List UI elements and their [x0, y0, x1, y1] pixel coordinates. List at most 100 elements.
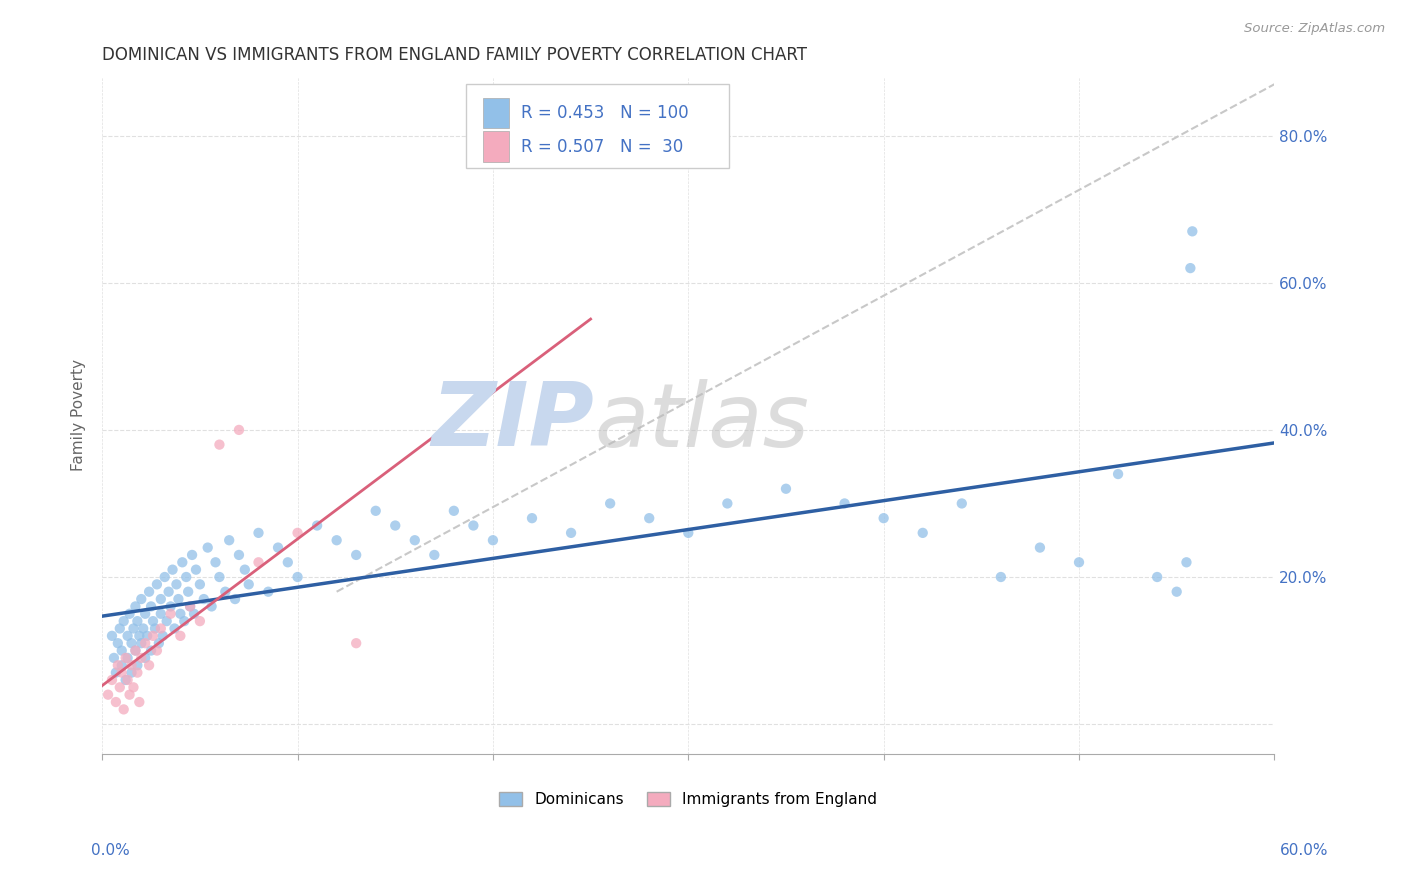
Point — [111, 658, 134, 673]
Point — [132, 622, 155, 636]
Point — [139, 599, 162, 614]
Point — [159, 599, 181, 614]
Point — [138, 584, 160, 599]
Point — [834, 496, 856, 510]
Point — [277, 555, 299, 569]
Point — [121, 636, 143, 650]
Point — [179, 599, 201, 614]
Point — [118, 607, 141, 621]
Point — [128, 695, 150, 709]
Point — [1146, 570, 1168, 584]
Point — [307, 518, 329, 533]
Point — [172, 555, 194, 569]
Point — [122, 622, 145, 636]
Point — [638, 511, 661, 525]
Point — [208, 570, 231, 584]
Point — [117, 673, 139, 687]
Point — [117, 651, 139, 665]
Text: Source: ZipAtlas.com: Source: ZipAtlas.com — [1244, 22, 1385, 36]
Point — [1180, 261, 1202, 276]
Point — [287, 570, 309, 584]
Point — [1029, 541, 1052, 555]
Y-axis label: Family Poverty: Family Poverty — [72, 359, 86, 471]
Point — [149, 592, 172, 607]
Point — [364, 504, 387, 518]
FancyBboxPatch shape — [465, 84, 730, 169]
Point — [104, 665, 127, 680]
Point — [238, 577, 260, 591]
Point — [716, 496, 738, 510]
Point — [228, 548, 250, 562]
Point — [121, 658, 143, 673]
Point — [257, 584, 280, 599]
Point — [107, 658, 129, 673]
Point — [520, 511, 543, 525]
Point — [129, 592, 152, 607]
Point — [179, 599, 201, 614]
Text: atlas: atlas — [595, 379, 810, 465]
Point — [1067, 555, 1090, 569]
Point — [1107, 467, 1129, 481]
Point — [108, 681, 131, 695]
Text: R = 0.453   N = 100: R = 0.453 N = 100 — [520, 103, 689, 121]
Point — [142, 614, 165, 628]
Point — [990, 570, 1012, 584]
Point — [188, 614, 211, 628]
Point — [104, 695, 127, 709]
Point — [482, 533, 505, 548]
Point — [165, 577, 187, 591]
Point — [139, 643, 162, 657]
Point — [1166, 584, 1188, 599]
Legend: Dominicans, Immigrants from England: Dominicans, Immigrants from England — [494, 786, 883, 814]
Point — [117, 629, 139, 643]
Point — [124, 599, 146, 614]
Point — [122, 681, 145, 695]
Point — [443, 504, 465, 518]
Point — [599, 496, 621, 510]
Point — [143, 622, 166, 636]
Point — [118, 688, 141, 702]
Point — [111, 643, 134, 657]
Point — [233, 563, 256, 577]
Point — [384, 518, 406, 533]
Text: ZIP: ZIP — [432, 378, 595, 466]
Point — [423, 548, 446, 562]
Point — [162, 563, 184, 577]
Point — [188, 577, 211, 591]
Point — [344, 548, 367, 562]
Point — [142, 629, 165, 643]
Point — [201, 599, 224, 614]
Text: DOMINICAN VS IMMIGRANTS FROM ENGLAND FAMILY POVERTY CORRELATION CHART: DOMINICAN VS IMMIGRANTS FROM ENGLAND FAM… — [103, 46, 807, 64]
Text: R = 0.507   N =  30: R = 0.507 N = 30 — [520, 137, 683, 155]
Point — [127, 658, 149, 673]
Point — [224, 592, 246, 607]
Point — [218, 533, 240, 548]
Point — [134, 607, 156, 621]
Point — [156, 614, 179, 628]
Point — [177, 584, 200, 599]
Point — [1175, 555, 1198, 569]
Point — [183, 607, 205, 621]
Point — [103, 651, 125, 665]
Point — [204, 555, 226, 569]
Point — [163, 622, 186, 636]
Point — [101, 629, 124, 643]
Point — [1181, 224, 1204, 238]
Point — [184, 563, 207, 577]
Point — [124, 643, 146, 657]
Point — [159, 607, 181, 621]
Point — [108, 622, 131, 636]
Point — [129, 636, 152, 650]
Point — [146, 643, 169, 657]
Point — [148, 636, 170, 650]
Point — [153, 570, 176, 584]
Point — [128, 629, 150, 643]
Point — [325, 533, 347, 548]
Point — [112, 614, 135, 628]
Point — [174, 570, 197, 584]
Point — [101, 673, 124, 687]
Point — [149, 607, 172, 621]
Point — [134, 636, 156, 650]
Point — [127, 614, 149, 628]
Point — [214, 584, 236, 599]
